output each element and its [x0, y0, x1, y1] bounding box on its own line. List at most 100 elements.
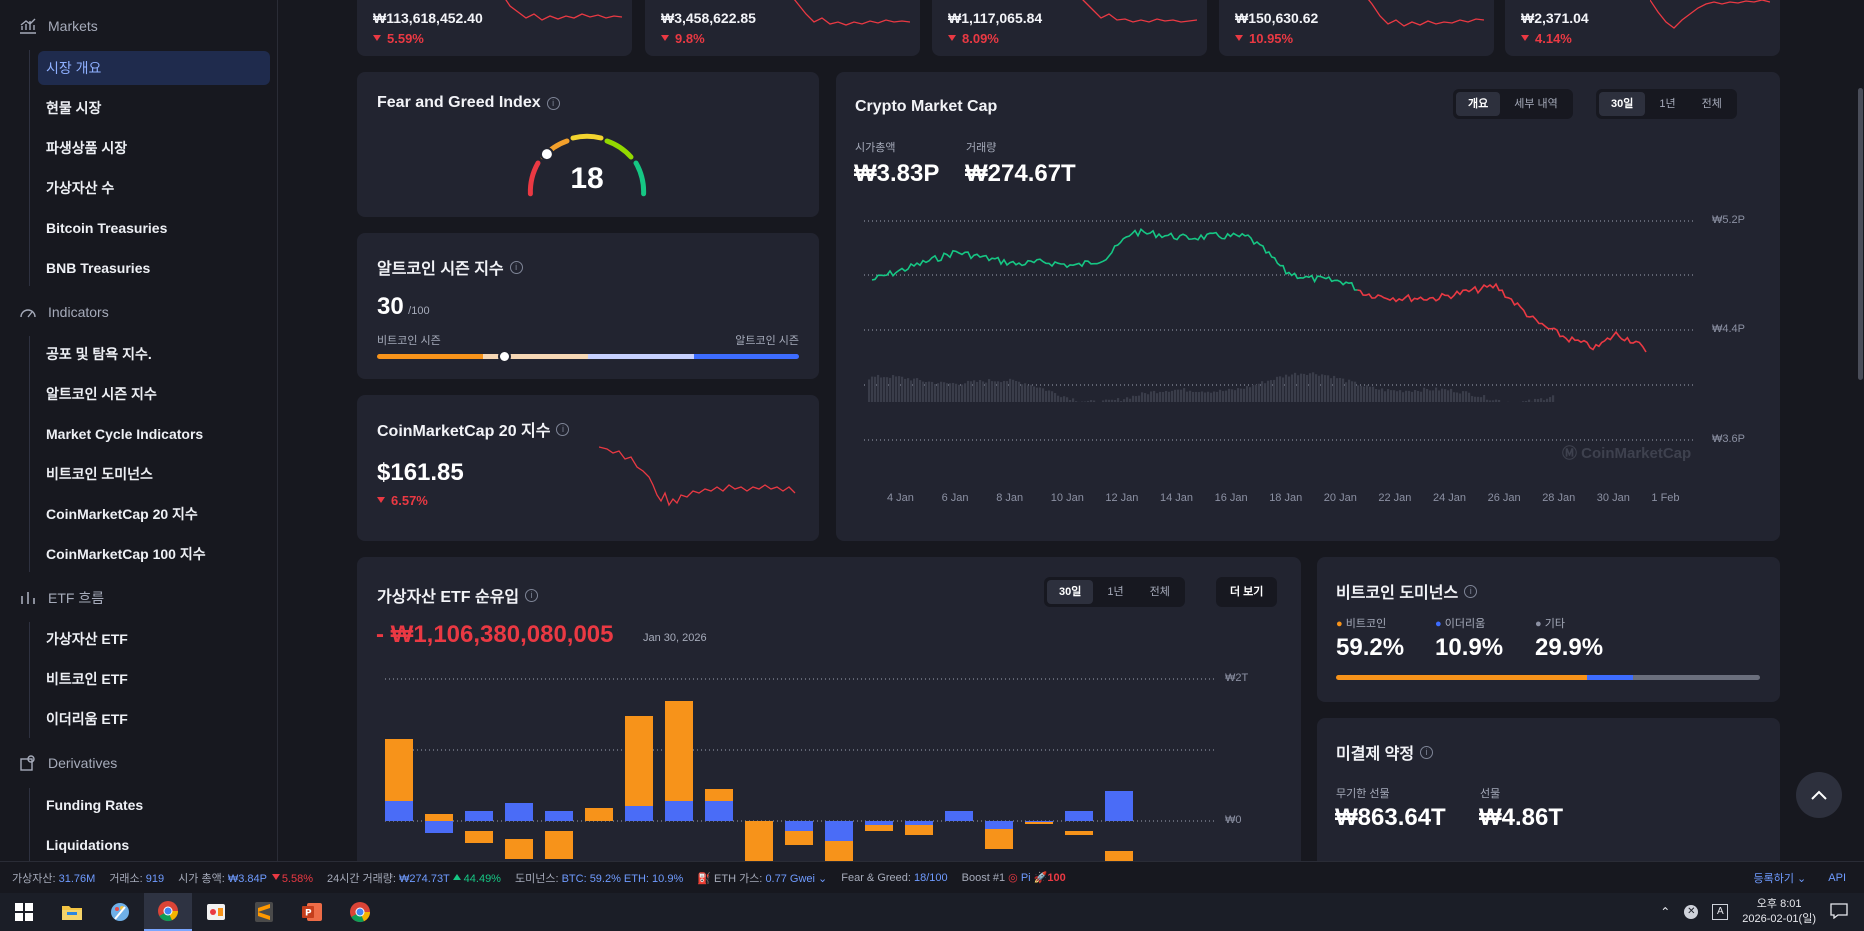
range-all[interactable]: 전체: [1701, 98, 1722, 110]
start-button[interactable]: [0, 893, 48, 931]
market-cap-line-down: [1357, 282, 1647, 353]
sidebar-item-fear-greed[interactable]: 공포 및 탐욕 지수.: [46, 346, 152, 362]
range-30d[interactable]: 30일: [1599, 92, 1646, 116]
taskbar-app-4[interactable]: [192, 893, 240, 931]
sidebar-item-derivatives-market[interactable]: 파생상품 시장: [46, 140, 128, 156]
altcoin-season-label: 알트코인 시즌: [735, 335, 799, 347]
taskbar-app-2[interactable]: [96, 893, 144, 931]
sidebar-item-asset-count[interactable]: 가상자산 수: [46, 180, 115, 196]
pi-coin-icon: ◎: [1008, 872, 1018, 884]
close-circle-icon[interactable]: ✕: [1684, 905, 1699, 919]
range-1y[interactable]: 1년: [1107, 586, 1124, 598]
taskbar-chrome-2[interactable]: [336, 893, 384, 931]
bitcoin-season-label: 비트코인 시즌: [377, 335, 441, 347]
fear-greed-gauge: [527, 133, 647, 197]
change-text: 8.09%: [962, 31, 999, 46]
top-card-2[interactable]: ₩3,458,622.85 9.8%: [645, 0, 920, 56]
register-dropdown[interactable]: 등록하기 ⌄: [1754, 870, 1807, 886]
card-change: 10.95%: [1235, 31, 1293, 46]
stat-value[interactable]: ₩274.73T: [399, 872, 450, 885]
windows-logo-icon: [15, 903, 33, 921]
notification-icon[interactable]: [1830, 902, 1848, 922]
etf-flow-card[interactable]: 가상자산 ETF 순유입 i 30일 1년 전체 더 보기 - ₩1,106,38…: [357, 557, 1301, 877]
section-markets[interactable]: Markets: [18, 16, 98, 36]
volume-value: ₩274.67T: [965, 160, 1076, 187]
taskbar-chrome-active[interactable]: [144, 893, 192, 931]
sidebar-item-market-overview[interactable]: 시장 개요: [38, 51, 270, 85]
section-etf[interactable]: ETF 흐름: [18, 588, 104, 608]
sidebar-item-cmc20[interactable]: CoinMarketCap 20 지수: [46, 506, 198, 522]
taskbar-file-explorer[interactable]: [48, 893, 96, 931]
sidebar-item-bitcoin-etf[interactable]: 비트코인 ETF: [46, 671, 128, 687]
card-title: Fear and Greed Index i: [377, 94, 560, 112]
sidebar-item-altcoin-season[interactable]: 알트코인 시즌 지수: [46, 386, 157, 402]
x-tick: 4 Jan: [887, 492, 914, 504]
info-icon[interactable]: i: [546, 96, 560, 110]
ime-indicator[interactable]: A: [1712, 904, 1729, 920]
sidebar-item-funding-rates[interactable]: Funding Rates: [46, 797, 144, 813]
section-derivatives[interactable]: Derivatives: [18, 753, 117, 773]
sidebar-item-liquidations[interactable]: Liquidations: [46, 837, 130, 853]
tab-details[interactable]: 세부 내역: [1514, 98, 1558, 110]
scroll-to-top-button[interactable]: [1796, 772, 1842, 818]
open-interest-card[interactable]: 미결제 약정 i 무기한 선물 ₩863.64T 선물 ₩4.86T: [1317, 718, 1780, 878]
dominance-other-value: 29.9%: [1535, 634, 1604, 661]
market-cap-card[interactable]: Crypto Market Cap 개요 세부 내역 30일 1년 전체 시가총…: [836, 72, 1780, 541]
range-30d[interactable]: 30일: [1047, 580, 1094, 604]
section-indicators[interactable]: Indicators: [18, 302, 109, 322]
sidebar-item-bnb-treasuries[interactable]: BNB Treasuries: [46, 260, 151, 276]
info-icon[interactable]: i: [556, 422, 570, 436]
sidebar-item-ethereum-etf[interactable]: 이더리움 ETF: [46, 711, 128, 727]
stat-value[interactable]: ₩3.84P: [227, 872, 267, 885]
stat-value[interactable]: 18/100: [914, 871, 948, 884]
card-title: 가상자산 ETF 순유입 i: [377, 583, 539, 607]
sidebar-item-btc-dominance[interactable]: 비트코인 도미넌스: [46, 466, 153, 482]
fear-greed-card[interactable]: Fear and Greed Index i 18: [357, 72, 819, 217]
stat-value[interactable]: 31.76M: [58, 872, 96, 885]
stat-boost[interactable]: Boost #1 ◎ Pi 🚀100: [962, 871, 1066, 884]
down-arrow-icon: [948, 35, 956, 41]
taskbar-sublime-text[interactable]: [240, 893, 288, 931]
top-card-1[interactable]: ₩113,618,452.40 5.59%: [357, 0, 632, 56]
tab-overview[interactable]: 개요: [1456, 92, 1501, 116]
sidebar-item-cmc100[interactable]: CoinMarketCap 100 지수: [46, 546, 206, 562]
taskbar-clock[interactable]: 오후 8:01 2026-02-01(일): [1742, 897, 1816, 927]
api-link[interactable]: API: [1828, 872, 1846, 884]
etf-date: Jan 30, 2026: [643, 632, 707, 644]
taskbar-powerpoint[interactable]: P: [288, 893, 336, 931]
change-text: 4.14%: [1535, 31, 1572, 46]
score-max: /100: [408, 305, 430, 317]
top-card-5[interactable]: ₩2,371.04 4.14%: [1505, 0, 1780, 56]
stat-label: ETH 가스:: [714, 872, 763, 885]
folder-icon: [62, 906, 82, 920]
info-icon[interactable]: i: [525, 588, 539, 602]
chevron-up-icon[interactable]: ⌃: [1660, 905, 1671, 919]
top-card-3[interactable]: ₩1,117,065.84 8.09%: [932, 0, 1207, 56]
more-button[interactable]: 더 보기: [1216, 577, 1278, 607]
change-text: 9.8%: [675, 31, 705, 46]
range-all[interactable]: 전체: [1149, 586, 1170, 598]
range-1y[interactable]: 1년: [1659, 98, 1676, 110]
sidebar-item-crypto-etf[interactable]: 가상자산 ETF: [46, 631, 128, 647]
dominance-segment-2: [1633, 675, 1760, 680]
dominance-card[interactable]: 비트코인 도미넌스 i ● 비트코인 ● 이더리움 ● 기타 59.2% 10.9…: [1317, 557, 1780, 702]
stat-eth-gas[interactable]: ⛽ ETH 가스: 0.77 Gwei ⌄: [697, 870, 827, 886]
stat-value[interactable]: 919: [145, 872, 165, 885]
sidebar-item-market-cycle[interactable]: Market Cycle Indicators: [46, 426, 204, 442]
info-icon[interactable]: i: [509, 260, 523, 274]
cmc20-card[interactable]: CoinMarketCap 20 지수 i $161.85 6.57%: [357, 395, 819, 541]
altseason-card[interactable]: 알트코인 시즌 지수 i 30 /100 비트코인 시즌 알트코인 시즌: [357, 233, 819, 379]
sparkline: [1650, 0, 1770, 29]
sparkline: [1367, 0, 1484, 27]
top-card-4[interactable]: ₩150,630.62 10.95%: [1219, 0, 1494, 56]
info-icon[interactable]: i: [1464, 584, 1478, 598]
sidebar-item-bitcoin-treasuries[interactable]: Bitcoin Treasuries: [46, 220, 168, 236]
page-scrollbar[interactable]: [1858, 88, 1863, 380]
sidebar: Markets 시장 개요 현물 시장 파생상품 시장 가상자산 수 Bitco…: [0, 0, 278, 861]
etf-flow-chart: [385, 678, 1217, 877]
info-icon[interactable]: i: [1420, 745, 1434, 759]
stat-value[interactable]: BTC: 59.2% ETH: 10.9%: [561, 872, 684, 885]
x-tick: 1 Feb: [1651, 492, 1680, 504]
sidebar-item-spot[interactable]: 현물 시장: [46, 100, 102, 116]
